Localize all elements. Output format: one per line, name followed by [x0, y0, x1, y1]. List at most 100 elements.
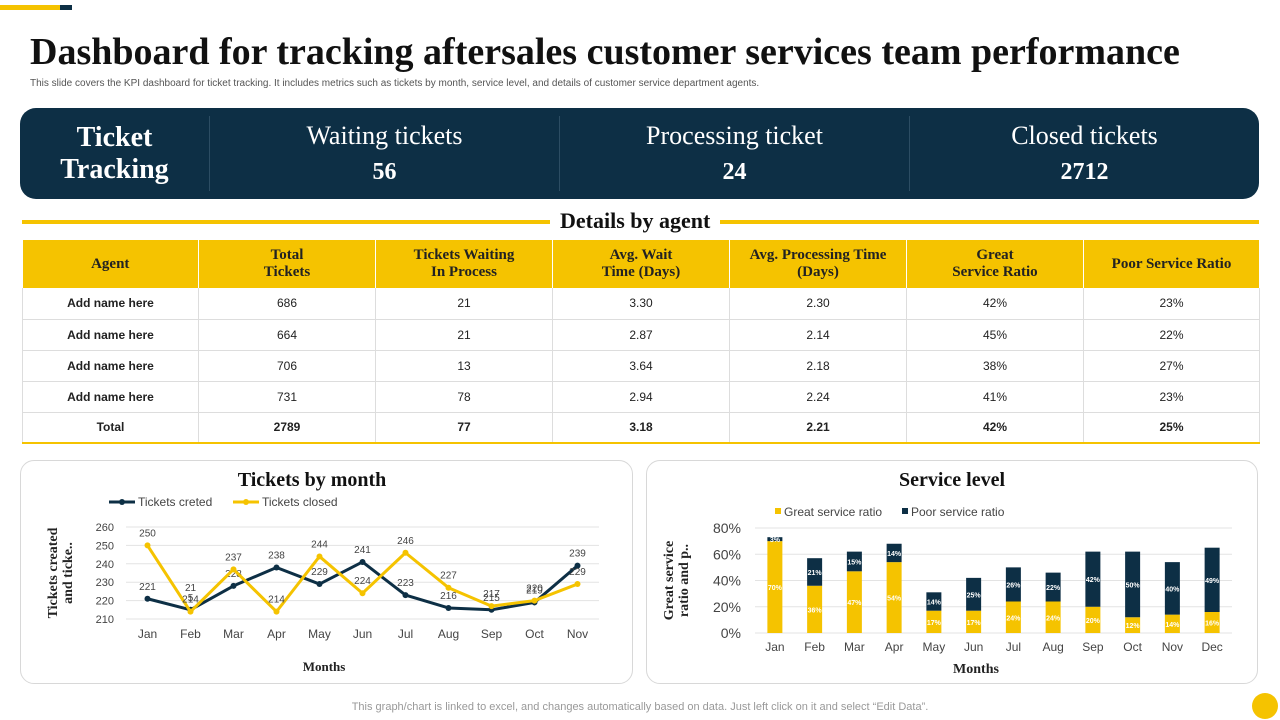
bar-segment: [767, 541, 783, 633]
kpi-value: 56: [372, 159, 397, 185]
data-label: 237: [225, 552, 242, 563]
x-tick-label: Oct: [525, 627, 544, 641]
data-label: 220: [526, 584, 543, 595]
table-row: Add name here 731 78 2.94 2.24 41% 23%: [22, 381, 1260, 413]
data-label: 21%: [808, 570, 823, 577]
cell: Add name here: [22, 381, 199, 413]
bar-segment: [966, 577, 982, 611]
data-label: 241: [354, 545, 371, 556]
data-label: 214: [182, 595, 199, 606]
bar-segment: [1085, 551, 1101, 607]
data-label: 17%: [927, 620, 942, 627]
bar-segment: [807, 558, 823, 586]
cell: 686: [198, 288, 376, 320]
cell: 2.30: [729, 288, 907, 320]
cell: 78: [375, 381, 553, 413]
data-label: 229: [569, 567, 586, 578]
data-point: [316, 553, 323, 560]
cell: 25%: [1083, 412, 1260, 444]
service-level-panel: Service level Great service ratio Poor ser…: [646, 460, 1258, 684]
service-level-chart: Service level Great service ratio Poor ser…: [662, 469, 1232, 677]
tickets-by-month-panel: Tickets by month Tickets creted Tickets cl…: [20, 460, 633, 684]
cell: Add name here: [22, 288, 199, 320]
cell: 2.18: [729, 350, 907, 382]
bar-segment: [926, 610, 942, 633]
data-label: 219: [526, 585, 543, 596]
x-tick-label: Jul: [1006, 640, 1021, 654]
column-header: Avg. Wait Time (Days): [552, 240, 730, 288]
cell: Add name here: [22, 350, 199, 382]
x-tick-label: Feb: [804, 640, 825, 654]
cell: 42%: [906, 288, 1084, 320]
data-label: 3%: [770, 537, 781, 544]
bar-segment: [846, 551, 862, 572]
cell: 27%: [1083, 350, 1260, 382]
x-tick-label: Mar: [844, 640, 865, 654]
data-label: 49%: [1205, 578, 1220, 585]
bar-segment: [767, 537, 783, 542]
data-label: 20%: [1086, 618, 1101, 625]
legend-marker: [243, 499, 249, 505]
x-axis-label: Months: [953, 662, 999, 677]
column-header: Avg. Processing Time (Days): [729, 240, 907, 288]
x-tick-label: Mar: [223, 627, 244, 641]
cell: Total: [22, 412, 199, 444]
kpi-closed: Closed tickets 2712: [910, 116, 1259, 191]
data-label: 246: [397, 536, 414, 547]
y-tick-label: 220: [96, 596, 114, 608]
data-label: 224: [354, 576, 371, 587]
data-label: 36%: [808, 607, 823, 614]
page-subtitle: This slide covers the KPI dashboard for …: [30, 78, 760, 89]
data-point: [144, 595, 151, 602]
tickets-by-month-chart: Tickets by month Tickets creted Tickets cl…: [46, 469, 599, 674]
data-label: 16%: [1205, 621, 1220, 628]
cell: 13: [375, 350, 553, 382]
y-tick-label: 260: [96, 522, 114, 534]
data-label: 12%: [1126, 623, 1141, 630]
legend-label: Tickets closed: [262, 495, 338, 509]
page-title: Dashboard for tracking aftersales custom…: [30, 31, 1180, 73]
x-tick-label: Feb: [180, 627, 201, 641]
data-label: 70%: [768, 585, 783, 592]
legend-marker: [119, 499, 125, 505]
y-tick-label: 240: [96, 559, 114, 571]
legend-label: Poor service ratio: [911, 505, 1005, 519]
data-label: 227: [440, 571, 457, 582]
data-label: 54%: [887, 596, 902, 603]
bar-segment: [1045, 572, 1061, 602]
data-label: 239: [569, 549, 586, 560]
kpi-value: 24: [722, 159, 747, 185]
cell: 731: [198, 381, 376, 413]
cell: 2.87: [552, 319, 730, 351]
accent-bar: [0, 5, 60, 10]
cell: 2.94: [552, 381, 730, 413]
x-tick-label: Jan: [765, 640, 784, 654]
y-tick-label: 230: [96, 577, 114, 589]
kpi-main-line1: Ticket: [76, 121, 153, 153]
cell: 3.64: [552, 350, 730, 382]
chart-title: Tickets by month: [238, 469, 387, 491]
data-label: 14%: [887, 551, 902, 558]
bar-segment: [1125, 617, 1141, 633]
bar-segment: [1204, 547, 1220, 612]
data-point: [230, 566, 237, 573]
data-label: 223: [397, 578, 414, 589]
cell: 45%: [906, 319, 1084, 351]
x-tick-label: Sep: [1082, 640, 1104, 654]
x-tick-label: Sep: [481, 627, 503, 641]
kpi-processing: Processing ticket 24: [560, 116, 910, 191]
x-tick-label: Aug: [1042, 640, 1063, 654]
data-point: [316, 581, 323, 588]
y-tick-label: 60%: [713, 546, 741, 562]
x-tick-label: Apr: [267, 627, 286, 641]
x-tick-label: Jun: [964, 640, 983, 654]
data-label: 26%: [1006, 582, 1021, 589]
bar-segment: [846, 571, 862, 633]
data-point: [273, 564, 280, 571]
cell: 2.24: [729, 381, 907, 413]
data-label: 40%: [1165, 586, 1180, 593]
data-point: [402, 549, 409, 556]
data-point: [445, 584, 452, 591]
cell: 2789: [198, 412, 376, 444]
